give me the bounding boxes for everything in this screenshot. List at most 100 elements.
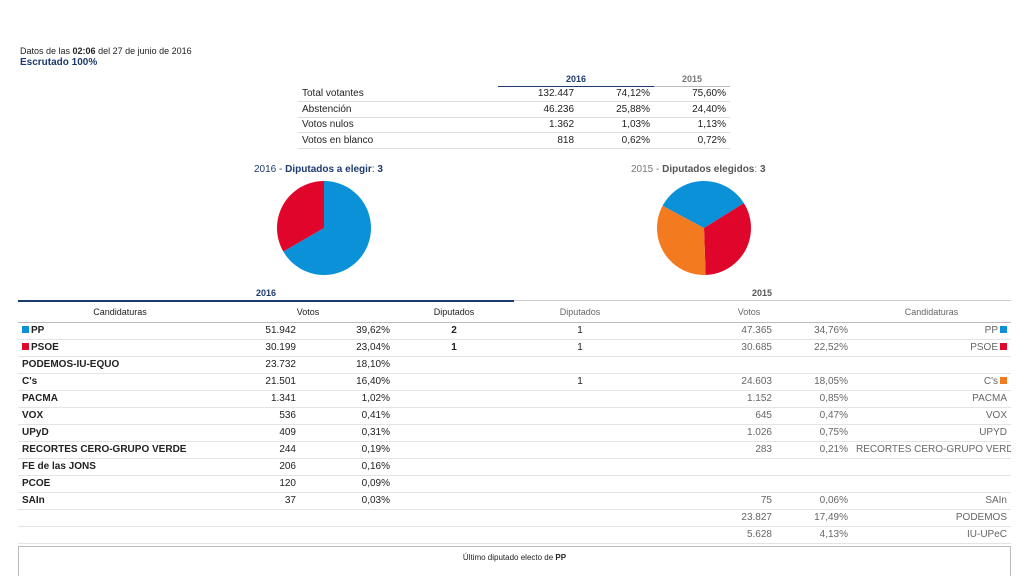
table-row: PCOE 120 0,09%: [18, 475, 1011, 493]
party-name-2015: RECORTES CERO-GRUPO VERDE: [852, 441, 1011, 459]
timestamp-time: 02:06: [72, 46, 96, 56]
votes-2016: 1.341: [222, 390, 300, 408]
seats-2016: [394, 492, 514, 510]
pct-2016: 0,16%: [300, 458, 394, 476]
pie-chart-2015: [657, 181, 751, 275]
summary-year-2015: 2015: [654, 72, 730, 87]
summary-label: Votos nulos: [298, 117, 498, 134]
seats-2015: [514, 458, 646, 476]
pct-2015: 4,13%: [776, 526, 852, 544]
pct-2015: 22,52%: [776, 339, 852, 357]
seats-2016: 1: [394, 339, 514, 357]
votes-2016: 37: [222, 492, 300, 510]
party-name-label: VOX: [22, 410, 44, 421]
votes-2015: 47.365: [646, 322, 776, 340]
party-name: SAIn: [18, 492, 222, 510]
table-row: PODEMOS-IU-EQUO 23.732 18,10%: [18, 356, 1011, 374]
party-name-2015-label: PACMA: [972, 393, 1007, 404]
summary-p2016: 25,88%: [578, 101, 654, 118]
party-name-label: PCOE: [22, 478, 51, 489]
pct-2015: 0,21%: [776, 441, 852, 459]
party-name-2015-label: C's: [983, 376, 998, 387]
last-deputy-box: Último diputado electo de PP: [18, 546, 1011, 576]
party-name-2015: PSOE: [852, 339, 1011, 357]
seats-2015: 1: [514, 322, 646, 340]
table-row: 23.827 17,49% PODEMOS: [18, 509, 1011, 527]
seats-2016: [394, 526, 514, 544]
seats-2016: 2: [394, 322, 514, 340]
seats-2015: [514, 475, 646, 493]
pie-2015-title: 2015 - Diputados elegidos: 3: [631, 164, 766, 175]
votes-2016: 206: [222, 458, 300, 476]
table-row: FE de las JONS 206 0,16%: [18, 458, 1011, 476]
pie-slice-cs: [657, 205, 706, 275]
pct-2016: 39,62%: [300, 322, 394, 340]
votes-2016: 21.501: [222, 373, 300, 391]
seats-2015: [514, 424, 646, 442]
party-name-label: PACMA: [22, 393, 58, 404]
votes-2016: 30.199: [222, 339, 300, 357]
pct-2016: 18,10%: [300, 356, 394, 374]
votes-2016: 23.732: [222, 356, 300, 374]
divider-2016: [18, 300, 514, 302]
pie-slice-psoe: [277, 181, 324, 252]
seats-2016: [394, 390, 514, 408]
votes-2016: 51.942: [222, 322, 300, 340]
timestamp-prefix: Datos de las: [20, 46, 71, 56]
seats-2015: [514, 509, 646, 527]
col-candidaturas-2015: Candidaturas: [852, 302, 1011, 323]
party-name: VOX: [18, 407, 222, 425]
summary-p2016: 0,62%: [578, 132, 654, 149]
party-name-2015: IU-UPeC: [852, 526, 1011, 544]
party-name-2015-label: PSOE: [970, 342, 998, 353]
last-deputy-text: Último diputado electo de PP: [462, 553, 567, 562]
pct-2015: 0,85%: [776, 390, 852, 408]
party-color-swatch: [22, 326, 29, 333]
seats-2016: [394, 424, 514, 442]
seats-2016: [394, 373, 514, 391]
seats-2016: [394, 441, 514, 459]
main-year-2015: 2015: [752, 288, 773, 298]
party-name-2015-label: PODEMOS: [955, 512, 1007, 523]
party-name: PSOE: [18, 339, 222, 357]
party-name-2015: PP: [852, 322, 1011, 340]
turnout-summary-table: 2016 2015 Total votantes 132.447 74,12% 75,…: [298, 72, 730, 149]
pct-2016: 0,19%: [300, 441, 394, 459]
pct-2015: 34,76%: [776, 322, 852, 340]
seats-2016: [394, 407, 514, 425]
party-name-label: UPyD: [22, 427, 49, 438]
pie-chart-2016: [277, 181, 371, 275]
pct-2016: 0,41%: [300, 407, 394, 425]
party-color-swatch-2015: [1000, 377, 1007, 384]
table-row: UPyD 409 0,31% 1.026 0,75% UPYD: [18, 424, 1011, 442]
votes-2015: 75: [646, 492, 776, 510]
party-name-label: PODEMOS-IU-EQUO: [22, 359, 120, 370]
summary-p2015: 24,40%: [654, 101, 730, 118]
party-name: PODEMOS-IU-EQUO: [18, 356, 222, 374]
party-name: PP: [18, 322, 222, 340]
party-name-label: PP: [31, 325, 45, 336]
seats-2015: 1: [514, 373, 646, 391]
party-name-label: C's: [22, 376, 38, 387]
col-candidaturas: Candidaturas: [18, 302, 222, 323]
party-name-2015: PODEMOS: [852, 509, 1011, 527]
pie-slice-psoe: [704, 203, 751, 275]
col-votos-2015: Votos: [646, 302, 852, 323]
votes-2016: [222, 526, 300, 544]
summary-label: Votos en blanco: [298, 132, 498, 149]
results-table: Candidaturas Votos Diputados Diputados V…: [18, 302, 1011, 544]
party-name-label: RECORTES CERO-GRUPO VERDE: [22, 444, 187, 455]
pct-2016: [300, 526, 394, 544]
votes-2016: 536: [222, 407, 300, 425]
party-name-2015: UPYD: [852, 424, 1011, 442]
seats-2016: [394, 458, 514, 476]
pct-2016: 0,09%: [300, 475, 394, 493]
seats-2015: [514, 526, 646, 544]
summary-v2016: 1.362: [498, 117, 579, 134]
table-row: VOX 536 0,41% 645 0,47% VOX: [18, 407, 1011, 425]
votes-2015: 1.026: [646, 424, 776, 442]
party-name: [18, 509, 222, 527]
party-name-label: PSOE: [31, 342, 59, 353]
votes-2015: 23.827: [646, 509, 776, 527]
timestamp-date: del 27 de junio de 2016: [98, 46, 192, 56]
